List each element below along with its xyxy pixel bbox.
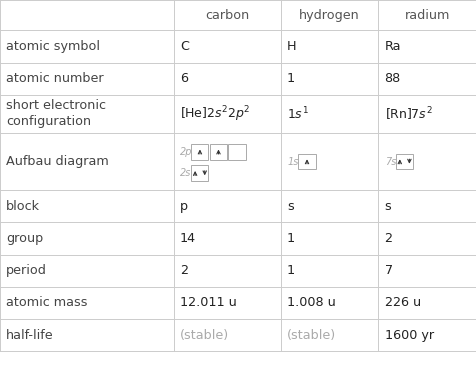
Bar (191, 144, 208, 159)
Text: 226 u: 226 u (385, 296, 421, 309)
Text: 1: 1 (287, 264, 295, 277)
Text: hydrogen: hydrogen (299, 9, 360, 22)
Text: (stable): (stable) (180, 329, 229, 342)
Text: $\rm [He]2\mathit{s}^2 2\mathit{p}^2$: $\rm [He]2\mathit{s}^2 2\mathit{p}^2$ (180, 104, 250, 124)
Text: 1600 yr: 1600 yr (385, 329, 434, 342)
Text: 88: 88 (385, 72, 401, 85)
Text: period: period (6, 264, 47, 277)
Text: 2: 2 (180, 264, 188, 277)
Text: $\rm [Rn]7\mathit{s}^2$: $\rm [Rn]7\mathit{s}^2$ (385, 105, 432, 122)
Text: carbon: carbon (205, 9, 249, 22)
Text: 7s: 7s (385, 157, 396, 166)
Text: 6: 6 (180, 72, 188, 85)
Bar (298, 154, 316, 169)
Text: group: group (6, 232, 43, 245)
Text: 7: 7 (385, 264, 393, 277)
Text: 1s: 1s (287, 157, 298, 166)
Text: (stable): (stable) (287, 329, 336, 342)
Text: 1.008 u: 1.008 u (287, 296, 336, 309)
Text: s: s (385, 200, 391, 213)
Text: 14: 14 (180, 232, 196, 245)
Text: 2s: 2s (180, 168, 191, 178)
Text: atomic symbol: atomic symbol (6, 40, 100, 53)
Bar (228, 144, 246, 159)
Text: 12.011 u: 12.011 u (180, 296, 237, 309)
Text: 1: 1 (287, 232, 295, 245)
Text: half-life: half-life (6, 329, 54, 342)
Text: 1: 1 (287, 72, 295, 85)
Text: short electronic
configuration: short electronic configuration (6, 99, 106, 128)
Text: 2p: 2p (180, 147, 192, 157)
Bar (210, 144, 227, 159)
Text: s: s (287, 200, 294, 213)
Text: Aufbau diagram: Aufbau diagram (6, 155, 109, 168)
Text: atomic number: atomic number (6, 72, 104, 85)
Text: C: C (180, 40, 189, 53)
Text: Ra: Ra (385, 40, 401, 53)
Text: H: H (287, 40, 297, 53)
Bar (191, 165, 208, 181)
Bar (396, 154, 413, 169)
Text: 2: 2 (385, 232, 393, 245)
Text: atomic mass: atomic mass (6, 296, 88, 309)
Text: radium: radium (405, 9, 450, 22)
Text: $1\mathit{s}^1$: $1\mathit{s}^1$ (287, 105, 309, 122)
Text: p: p (180, 200, 188, 213)
Text: block: block (6, 200, 40, 213)
